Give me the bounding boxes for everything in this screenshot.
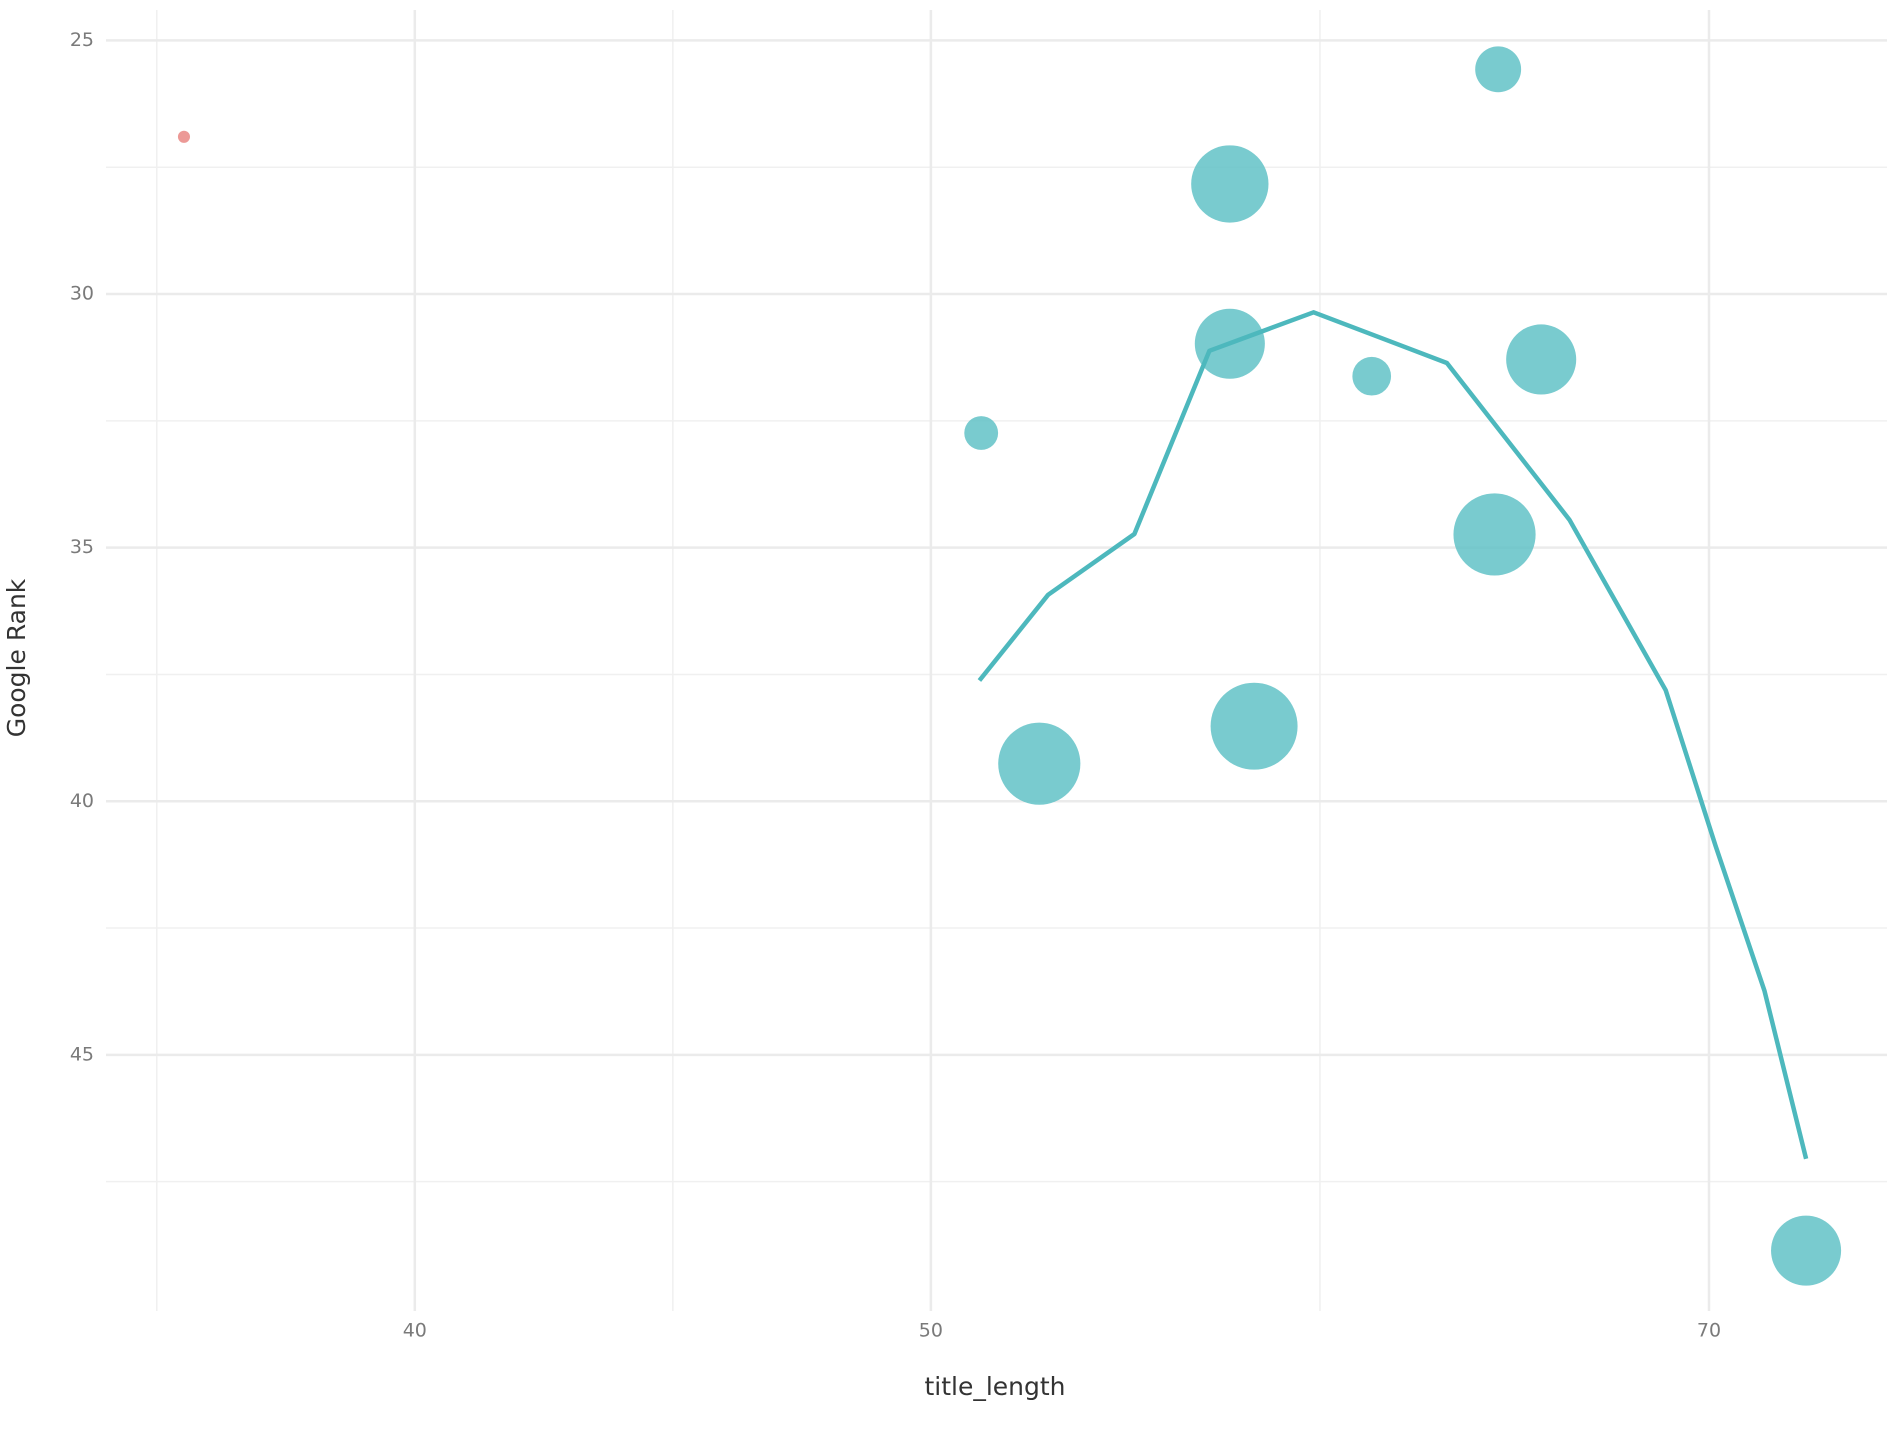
bubble [998,722,1081,805]
bubble [1506,324,1577,395]
bubble [1352,356,1392,396]
x-tick-label: 70 [1697,1320,1721,1342]
y-tick-label: 45 [70,1043,94,1065]
bubble [1210,682,1298,770]
y-axis-title: Google Rank [2,578,31,737]
bubble [1191,145,1269,223]
y-tick-label: 25 [70,29,94,51]
bubble [1771,1215,1842,1286]
x-tick-label: 50 [919,1320,943,1342]
y-tick-label: 35 [70,536,94,558]
x-axis-title: title_length [924,1372,1065,1401]
bubble [1453,493,1536,576]
x-tick-label: 40 [403,1320,427,1342]
y-tick-label: 30 [70,283,94,305]
bubble [177,130,191,143]
bubble [1475,46,1522,93]
bubble [964,416,999,450]
y-tick-label: 40 [70,790,94,812]
fit-line [977,310,1809,1160]
